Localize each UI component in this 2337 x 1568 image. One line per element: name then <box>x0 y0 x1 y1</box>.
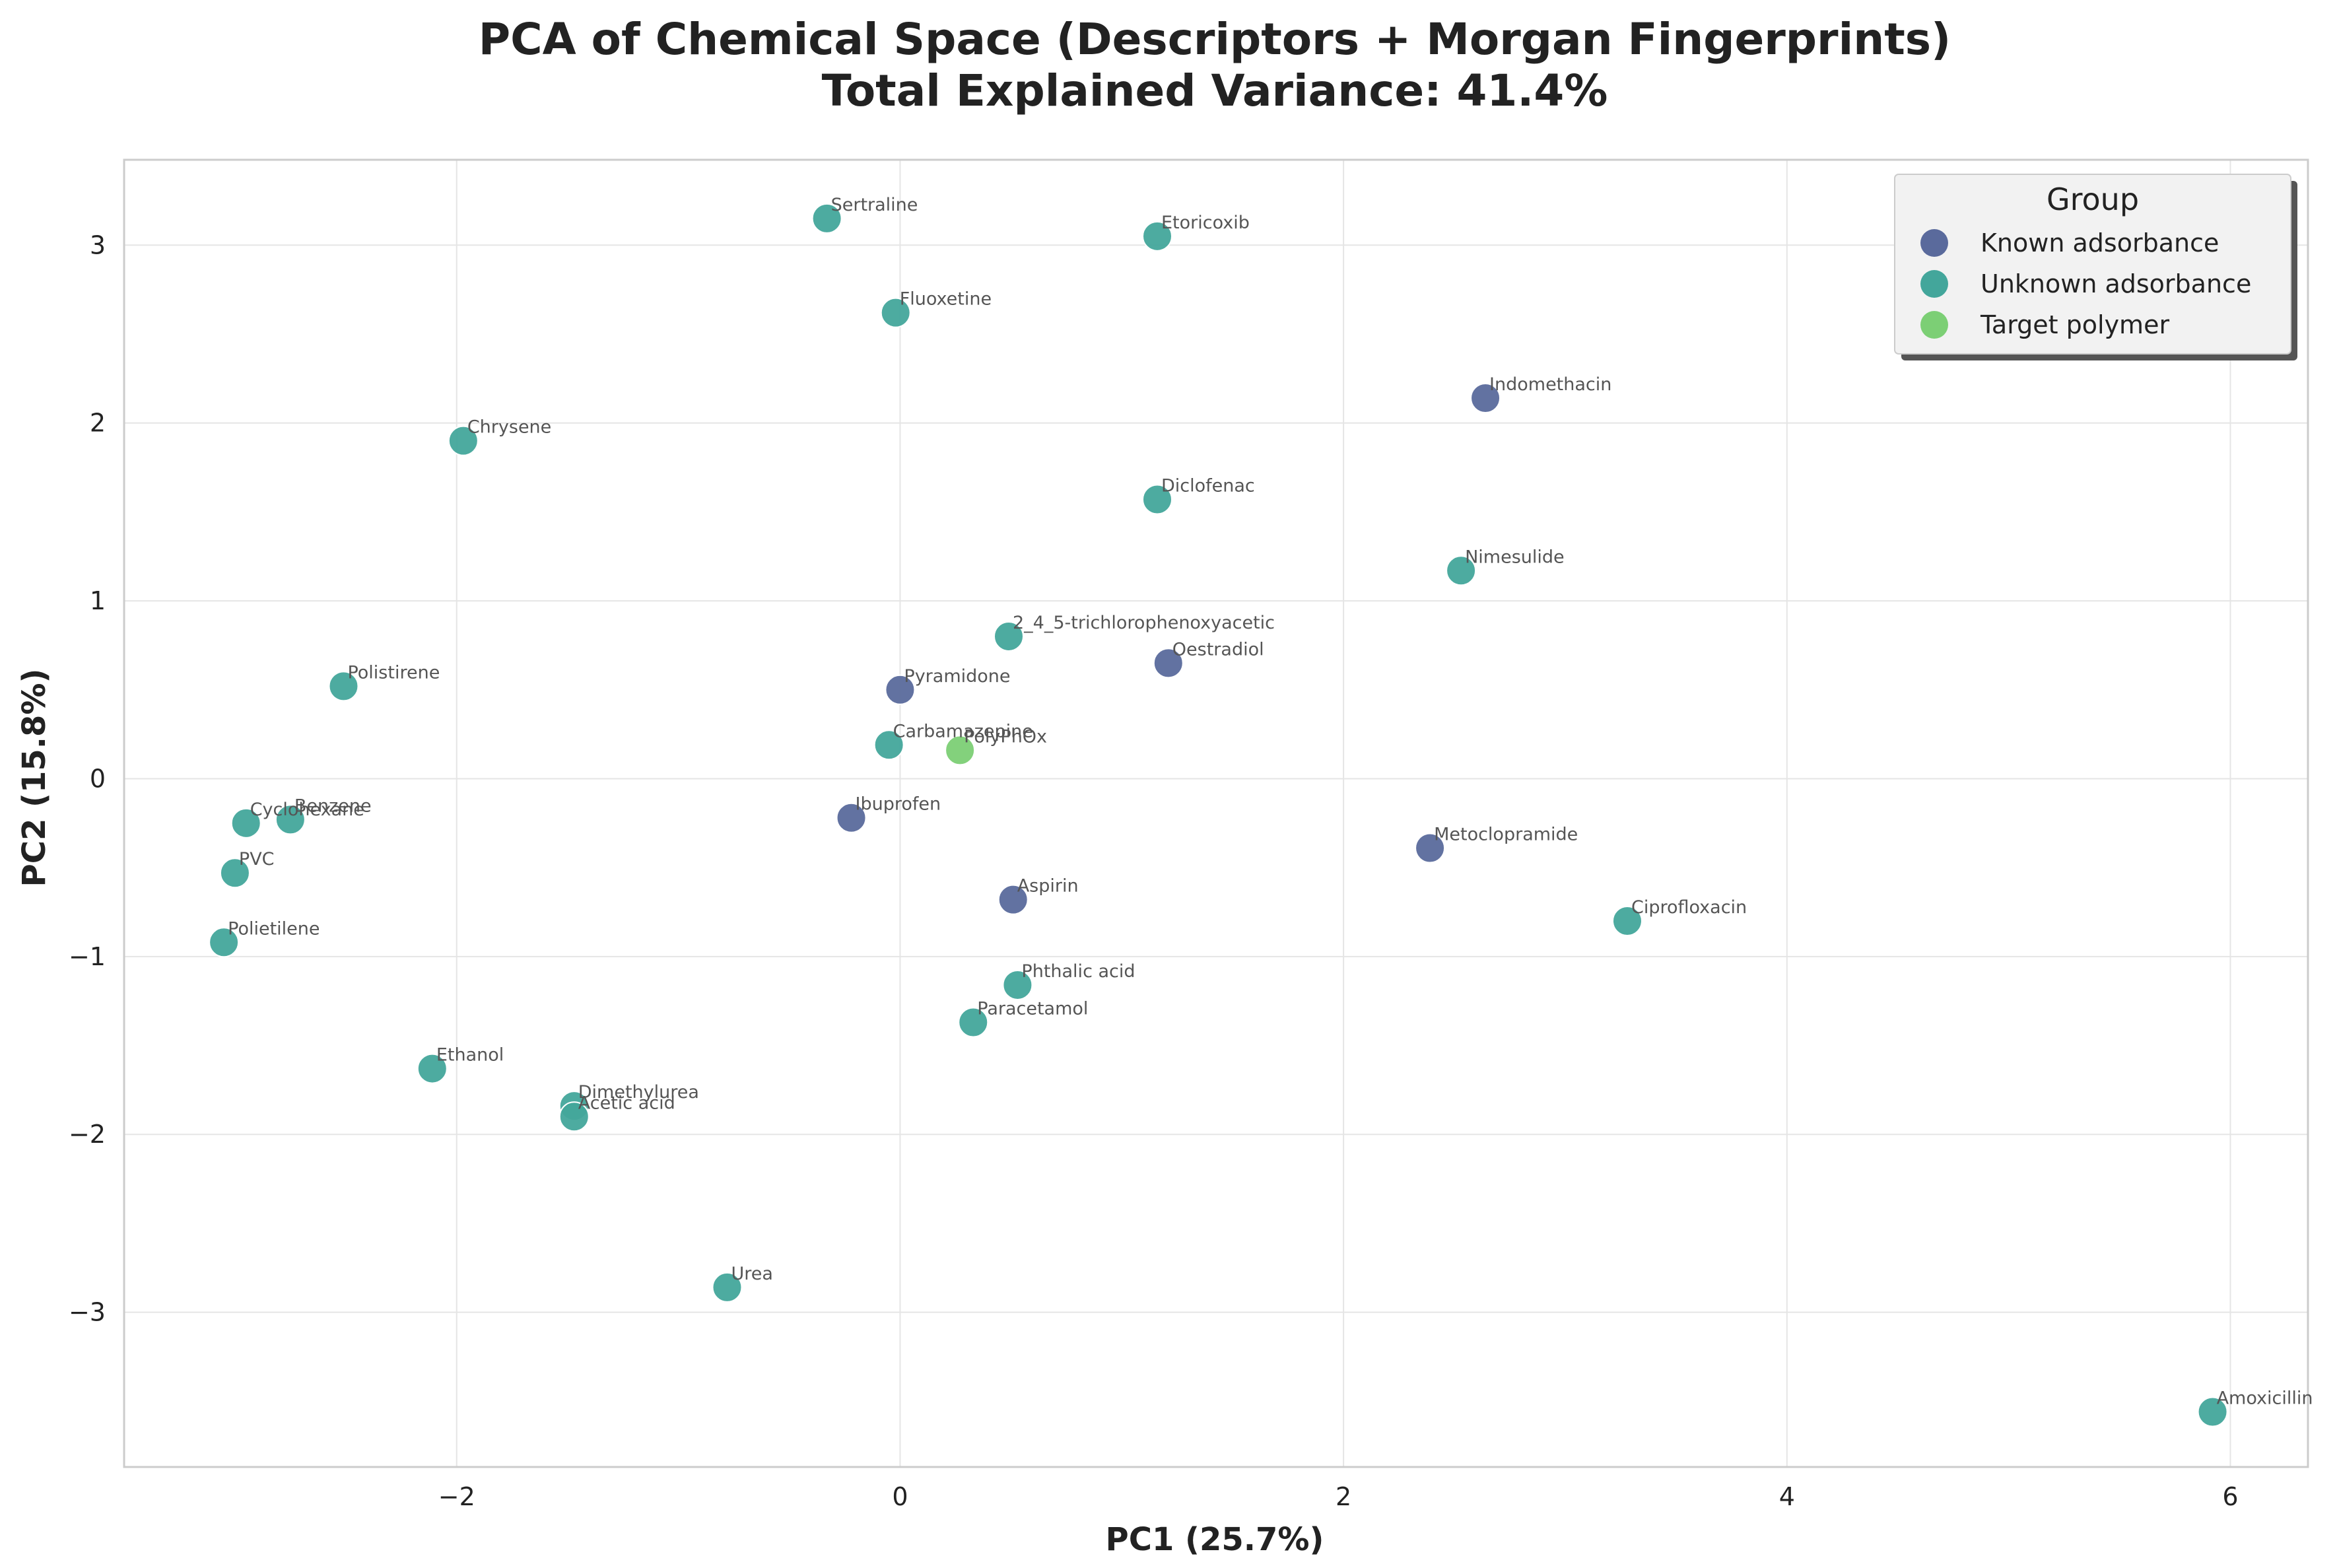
data-point <box>1142 484 1173 515</box>
point-label: Polistirene <box>347 662 440 683</box>
x-tick-label: 2 <box>1336 1482 1351 1511</box>
data-point <box>328 671 359 702</box>
chart-title: PCA of Chemical Space (Descriptors + Mor… <box>479 14 1951 65</box>
data-point <box>1002 969 1033 1000</box>
axis-ticks: −2 0 2 4 6 −3 −2 −1 0 1 2 3 <box>69 230 2239 1511</box>
point-label: Ibuprofen <box>856 794 941 815</box>
x-tick-label: 4 <box>1779 1482 1795 1511</box>
point-label: Aspirin <box>1017 876 1079 897</box>
point-label: Acetic acid <box>578 1093 675 1113</box>
data-point <box>230 807 261 838</box>
x-tick-label: −2 <box>438 1482 475 1511</box>
chart-subtitle: Total Explained Variance: 41.4% <box>822 65 1608 116</box>
point-label: Polietilene <box>228 918 320 939</box>
point-label: Dimethylurea <box>578 1082 699 1103</box>
data-point <box>958 1007 989 1038</box>
point-label: Ethanol <box>436 1045 504 1066</box>
point-label: 2_4_5-trichlorophenoxyacetic <box>1013 613 1275 633</box>
grid-lines <box>124 160 2308 1467</box>
plot-area-frame <box>123 158 2309 1468</box>
legend-marker <box>1920 270 1948 298</box>
legend: Group Known adsorbance Unknown adsorbance… <box>1894 174 2297 360</box>
legend-entries: Known adsorbance Unknown adsorbance Target… <box>1920 228 2251 339</box>
data-point <box>993 621 1024 652</box>
x-tick-label: 0 <box>892 1482 908 1511</box>
data-point <box>873 730 904 761</box>
data-point <box>275 804 306 835</box>
data-point <box>417 1053 448 1084</box>
data-point <box>836 802 867 833</box>
point-label: Urea <box>731 1264 772 1284</box>
data-point <box>1470 382 1501 413</box>
y-tick-label: −1 <box>69 942 106 971</box>
data-point <box>209 927 240 958</box>
point-label: Chrysene <box>467 417 551 438</box>
point-label: Pyramidone <box>904 666 1010 687</box>
point-label: Carbamazepine <box>893 721 1033 741</box>
data-point <box>712 1272 743 1303</box>
point-label: Oestradiol <box>1172 639 1264 660</box>
y-tick-label: 2 <box>90 409 106 438</box>
y-tick-label: −3 <box>69 1298 106 1327</box>
point-label: PolyPhOx <box>964 726 1047 747</box>
point-label: Diclofenac <box>1161 476 1255 496</box>
legend-title: Group <box>2047 182 2139 217</box>
data-point <box>1415 833 1446 864</box>
data-point <box>1142 221 1173 252</box>
data-point <box>1153 648 1184 679</box>
data-point <box>559 1101 590 1132</box>
point-label: Metoclopramide <box>1434 825 1578 845</box>
legend-entry-label: Unknown adsorbance <box>1981 269 2251 298</box>
y-tick-label: 1 <box>90 586 106 615</box>
data-point <box>1611 905 1643 936</box>
legend-entry-label: Known adsorbance <box>1981 228 2219 257</box>
data-point <box>219 858 250 889</box>
point-label: Amoxicillin <box>2217 1388 2313 1408</box>
point-label: Benzene <box>294 796 372 816</box>
point-label: Nimesulide <box>1465 547 1565 567</box>
y-tick-label: 0 <box>90 764 106 793</box>
data-point <box>1446 555 1477 586</box>
point-label: Sertraline <box>831 195 918 215</box>
point-label: Etoricoxib <box>1161 213 1250 233</box>
legend-marker <box>1920 229 1948 257</box>
point-label: Phthalic acid <box>1021 961 1135 982</box>
data-points <box>209 203 2228 1427</box>
data-point <box>945 735 976 766</box>
x-axis-label: PC1 (25.7%) <box>1106 1521 1324 1558</box>
point-label: Fluoxetine <box>900 289 992 310</box>
data-point <box>448 425 479 456</box>
point-label: Indomethacin <box>1489 374 1611 395</box>
legend-box <box>1894 174 2291 355</box>
point-label: Paracetamol <box>977 999 1088 1019</box>
y-tick-label: 3 <box>90 230 106 259</box>
data-point <box>880 297 911 328</box>
point-labels: Sertraline Etoricoxib Fluoxetine Indomethac… <box>228 195 2313 1409</box>
point-label: Cyclohexane <box>250 800 364 820</box>
legend-marker <box>1920 311 1948 339</box>
data-point <box>811 203 842 234</box>
data-point <box>2197 1396 2228 1427</box>
point-label: PVC <box>239 849 275 869</box>
y-axis-label: PC2 (15.8%) <box>16 669 53 887</box>
y-tick-label: −2 <box>69 1120 106 1149</box>
point-label: Ciprofloxacin <box>1631 897 1747 918</box>
legend-entry-label: Target polymer <box>1980 310 2169 339</box>
data-point <box>885 674 916 705</box>
data-point <box>998 884 1029 915</box>
x-tick-label: 6 <box>2222 1482 2238 1511</box>
